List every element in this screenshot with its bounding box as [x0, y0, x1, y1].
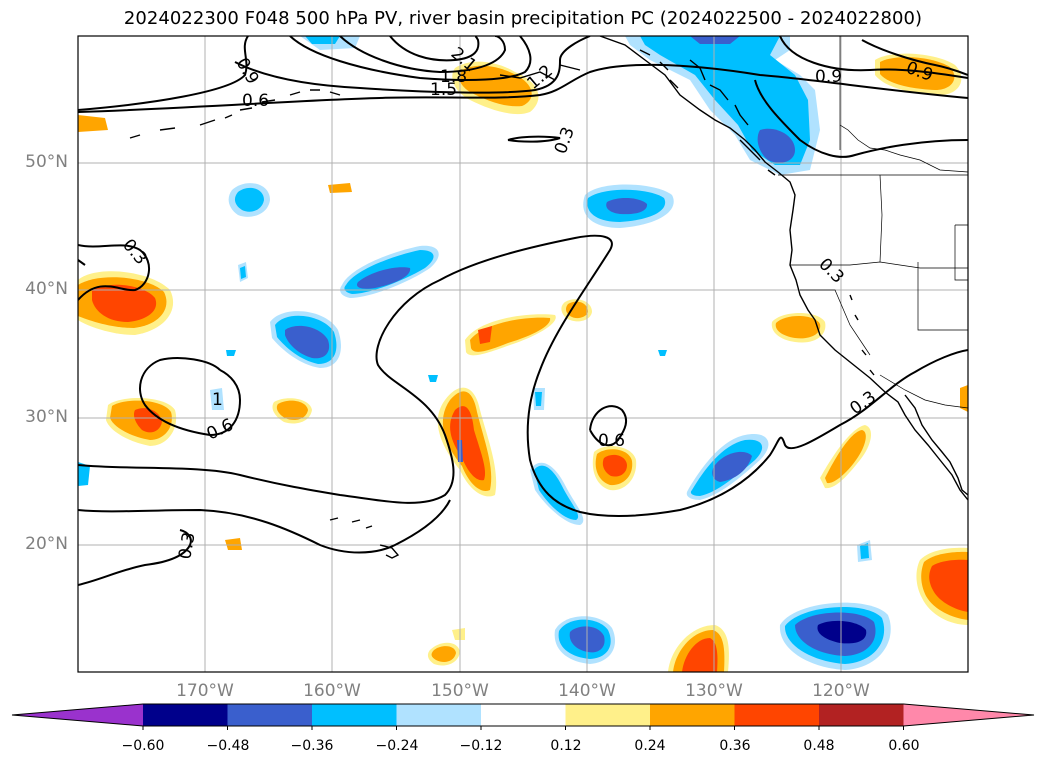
- contour-label: 1.5: [430, 80, 457, 100]
- lat-label: 20°N: [25, 534, 68, 554]
- lon-label: 160°W: [303, 681, 361, 701]
- borders: [778, 36, 968, 409]
- colorbar-swatch: [650, 704, 736, 726]
- colorbar-swatch: [734, 704, 820, 726]
- shade-blob: [450, 406, 486, 481]
- colorbar-swatch: [312, 704, 398, 726]
- map-frame: [77, 35, 969, 673]
- lon-label: 150°W: [431, 681, 489, 701]
- shade-blob: [817, 620, 867, 644]
- shade-blob: [960, 385, 968, 412]
- shade-blob: [78, 462, 90, 486]
- shade-blob: [452, 628, 465, 640]
- colorbar-swatch: [396, 704, 482, 726]
- shade-blob: [825, 430, 866, 484]
- lon-label: 170°W: [176, 681, 234, 701]
- contour-label: 0.9: [815, 67, 842, 87]
- shade-blob: [535, 392, 542, 406]
- colorbar-extend-min: [12, 704, 143, 726]
- lon-label: 120°W: [812, 681, 870, 701]
- lon-label: 130°W: [685, 681, 743, 701]
- shade-blob: [240, 266, 246, 279]
- colorbar-tick-label: 0.48: [803, 738, 835, 754]
- colorbar-tick-label: −0.12: [459, 738, 503, 754]
- shade-blob: [225, 538, 242, 550]
- shading-layer: [78, 36, 968, 672]
- shade-blob: [328, 183, 352, 193]
- colorbar-swatch: [565, 704, 651, 726]
- colorbar-tick-label: −0.48: [206, 738, 250, 754]
- lat-label: 40°N: [25, 279, 68, 299]
- colorbar-tick-label: 0.12: [550, 738, 582, 754]
- colorbar-tick-label: 0.36: [719, 738, 751, 754]
- contour-label: 0.3: [175, 531, 199, 561]
- shade-blob: [470, 317, 551, 352]
- contour-label: 0.3: [846, 387, 880, 419]
- colorbar-tick-label: 0.60: [888, 738, 920, 754]
- shade-blob: [210, 388, 224, 410]
- contour-label: 0.3: [118, 235, 151, 269]
- shade-blob: [690, 36, 740, 44]
- shade-blob: [712, 451, 752, 482]
- graticule: [78, 36, 968, 672]
- contour-label: 0.6: [598, 431, 625, 451]
- shade-blob: [565, 301, 588, 319]
- shade-blob: [682, 638, 718, 672]
- colorbar-swatch: [819, 704, 905, 726]
- shade-blob: [602, 454, 627, 477]
- shade-blob: [92, 284, 157, 322]
- colorbar-swatch: [227, 704, 313, 726]
- shade-blob: [234, 187, 264, 212]
- shade-blob: [929, 559, 968, 612]
- lat-label: 50°N: [25, 152, 68, 172]
- shade-blob: [78, 115, 108, 132]
- shade-blob: [226, 350, 236, 356]
- contour-label: 0.9: [232, 55, 263, 88]
- contour-label: 1: [212, 390, 223, 410]
- contour-label: 0.6: [204, 415, 237, 445]
- shade-blob: [757, 128, 795, 163]
- shade-blob: [428, 375, 438, 382]
- colorbar-swatch: [143, 704, 229, 726]
- contour-label: 0.6: [242, 91, 269, 111]
- shade-blob: [431, 646, 456, 662]
- pv-contours: [78, 36, 968, 586]
- shade-blob: [658, 350, 667, 356]
- contour-label: 0.3: [814, 254, 847, 287]
- lon-label: 140°W: [558, 681, 616, 701]
- map-title: 2024022300 F048 500 hPa PV, river basin …: [123, 8, 923, 29]
- shade-blob: [775, 315, 821, 339]
- colorbar-tick-label: −0.60: [121, 738, 165, 754]
- colorbar-tick-label: −0.36: [290, 738, 334, 754]
- shade-blob: [276, 400, 308, 420]
- colorbar-extend-max: [903, 704, 1034, 726]
- colorbar: [11, 703, 1035, 730]
- shade-blob: [305, 36, 340, 44]
- colorbar-swatch: [481, 704, 567, 726]
- colorbar-tick-label: −0.24: [375, 738, 419, 754]
- colorbar-tick-label: 0.24: [634, 738, 666, 754]
- contour-label: 1.8: [440, 67, 467, 87]
- shade-blob: [356, 267, 411, 289]
- shade-blob: [860, 543, 869, 559]
- shade-blob: [606, 198, 648, 215]
- contour-label: 0.3: [551, 124, 579, 156]
- shade-blob: [478, 326, 492, 344]
- lat-label: 30°N: [25, 407, 68, 427]
- shade-blob: [285, 325, 330, 359]
